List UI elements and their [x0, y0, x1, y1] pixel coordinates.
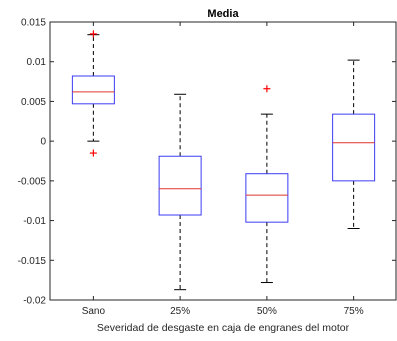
plot-axes: [50, 22, 396, 300]
chart-title: Media: [207, 8, 239, 20]
box-1: [159, 94, 201, 289]
interquartile-box: [246, 174, 288, 222]
x-tick-label: 50%: [257, 306, 277, 317]
outlier-marker: [90, 30, 97, 37]
y-tick-label: 0.005: [21, 97, 46, 108]
x-axis-label: Severidad de desgaste en caja de engrane…: [97, 322, 350, 334]
y-tick-label: 0: [40, 137, 46, 148]
interquartile-box: [333, 114, 375, 181]
y-tick-label: -0.02: [23, 296, 46, 307]
y-tick-label: 0.01: [27, 57, 47, 68]
y-tick-label: -0.005: [18, 176, 47, 187]
x-axis-ticks: Sano 25% 50% 75%: [82, 22, 364, 317]
y-axis-ticks: -0.02 -0.015 -0.01 -0.005 0 0.005 0.01 0.015: [18, 18, 396, 307]
x-tick-label: Sano: [82, 306, 106, 317]
y-tick-label: 0.015: [21, 18, 46, 29]
interquartile-box: [72, 76, 114, 104]
y-tick-label: -0.015: [18, 256, 47, 267]
plot-frame: [50, 22, 396, 300]
box-0: [72, 30, 114, 156]
interquartile-box: [159, 156, 201, 215]
outlier-marker: [263, 85, 270, 92]
x-tick-label: 75%: [344, 306, 364, 317]
x-tick-label: 25%: [170, 306, 190, 317]
box-3: [333, 60, 375, 228]
box-2: [246, 85, 288, 282]
outlier-marker: [90, 150, 97, 157]
y-tick-label: -0.01: [23, 216, 46, 227]
box-series: [72, 30, 374, 289]
